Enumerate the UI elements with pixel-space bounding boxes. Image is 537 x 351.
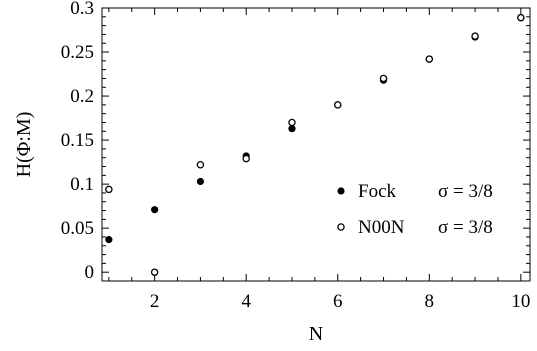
noon-point <box>425 55 434 63</box>
legend-marker <box>337 223 345 231</box>
noon-point <box>333 101 342 109</box>
y-tick-label: 0.05 <box>61 218 94 239</box>
plot-frame <box>101 7 531 282</box>
x-tick-label: 4 <box>241 291 251 312</box>
y-tick-label: 0 <box>85 262 95 283</box>
legend-sigma-label: σ = 3/8 <box>438 217 493 238</box>
noon-point <box>105 185 113 194</box>
legend-series-name: N00N <box>358 217 405 238</box>
noon-point <box>379 74 388 83</box>
fock-point <box>288 125 296 133</box>
legend-series-name: Fock <box>358 181 397 202</box>
y-axis-ticks: 0 0.05 0.1 0.15 0.2 0.25 0.3 <box>61 0 530 283</box>
x-tick-label: 6 <box>333 291 343 312</box>
legend-marker <box>337 187 345 195</box>
x-tick-label: 2 <box>150 291 160 312</box>
noon-point <box>150 268 159 276</box>
data-points <box>105 13 525 276</box>
y-tick-label: 0.15 <box>61 130 94 151</box>
fock-point <box>151 206 159 214</box>
fock-point <box>196 177 205 186</box>
x-tick-label: 10 <box>511 291 530 312</box>
y-tick-label: 0.1 <box>70 174 94 195</box>
noon-point <box>471 32 479 40</box>
legend: Fock σ = 3/8 N00N σ = 3/8 <box>337 181 493 238</box>
noon-point <box>242 154 250 163</box>
x-tick-label: 8 <box>425 291 435 312</box>
x-axis-ticks: 2 4 6 8 10 <box>108 8 530 312</box>
y-tick-label: 0.2 <box>70 86 94 107</box>
fock-point <box>105 236 113 244</box>
axes <box>101 7 531 282</box>
y-axis-label: H(Φ:M) <box>13 112 35 178</box>
y-tick-label: 0.25 <box>61 42 94 63</box>
noon-point <box>288 118 296 127</box>
noon-point <box>517 13 525 22</box>
y-tick-label: 0.3 <box>70 0 94 19</box>
x-axis-label: N <box>309 323 323 345</box>
noon-point <box>196 161 205 169</box>
legend-sigma-label: σ = 3/8 <box>438 181 493 202</box>
